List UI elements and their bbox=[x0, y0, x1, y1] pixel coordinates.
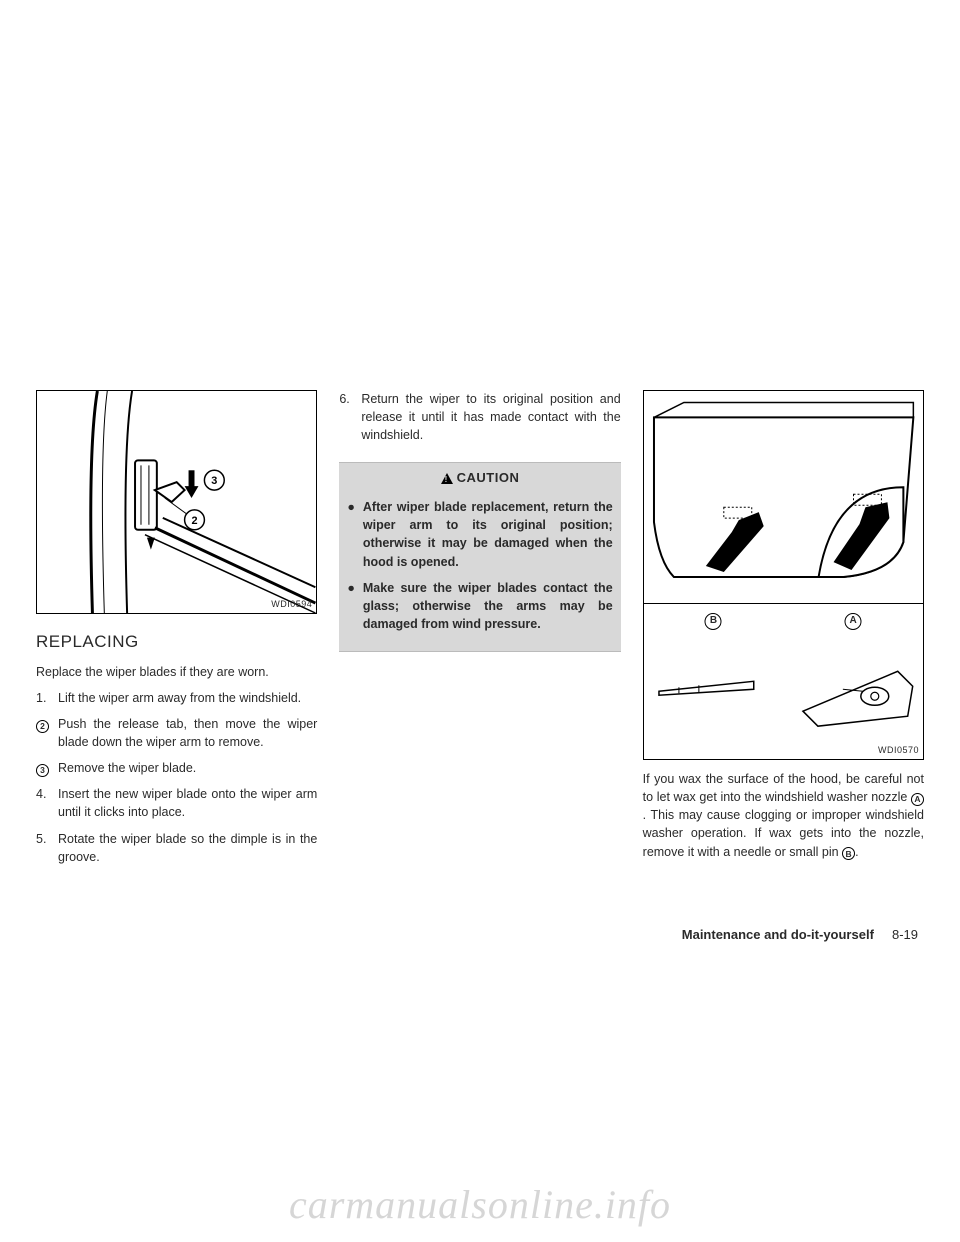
hood-wax-paragraph: If you wax the surface of the hood, be c… bbox=[643, 770, 924, 861]
step-2: 2 Push the release tab, then move the wi… bbox=[36, 715, 317, 751]
step-marker: 3 bbox=[36, 759, 50, 777]
para-part: If you wax the surface of the hood, be c… bbox=[643, 772, 924, 804]
column-3: B A bbox=[643, 390, 924, 962]
section-heading-replacing: REPLACING bbox=[36, 630, 317, 655]
inline-ref-b: B bbox=[842, 847, 855, 860]
figure-lower-right: A bbox=[783, 604, 923, 759]
para-part: . This may cause clogging or improper wi… bbox=[643, 808, 924, 858]
footer-section: Maintenance and do-it-yourself bbox=[682, 927, 874, 942]
step-text: Push the release tab, then move the wipe… bbox=[58, 715, 317, 751]
page-footer: Maintenance and do-it-yourself 8-19 bbox=[682, 927, 918, 942]
step-marker: 4. bbox=[36, 785, 50, 821]
step-text: Rotate the wiper blade so the dimple is … bbox=[58, 830, 317, 866]
figure-code: WDI0570 bbox=[878, 744, 919, 757]
caution-text: Make sure the wiper blades contact the g… bbox=[363, 579, 613, 633]
svg-text:3: 3 bbox=[211, 475, 217, 487]
watermark: carmanualsonline.info bbox=[0, 1181, 960, 1228]
step-3: 3 Remove the wiper blade. bbox=[36, 759, 317, 777]
step-5: 5. Rotate the wiper blade so the dimple … bbox=[36, 830, 317, 866]
inline-ref-a: A bbox=[911, 793, 924, 806]
wiper-blade-illustration: 3 2 bbox=[37, 391, 316, 613]
figure-code: WDI0594 bbox=[271, 598, 312, 611]
column-2: 6. Return the wiper to its original posi… bbox=[339, 390, 620, 962]
figure-upper-panel bbox=[644, 391, 923, 604]
warning-icon bbox=[441, 473, 453, 484]
figure-wiper-blade: 3 2 WDI0594 bbox=[36, 390, 317, 614]
column-1: 3 2 WDI0594 REPLACING Replace the wiper … bbox=[36, 390, 317, 962]
steps-list: 1. Lift the wiper arm away from the wind… bbox=[36, 689, 317, 874]
para-part: . bbox=[855, 845, 858, 859]
figure-lower-left: B bbox=[644, 604, 784, 759]
caution-title: CAUTION bbox=[457, 469, 520, 488]
step-1: 1. Lift the wiper arm away from the wind… bbox=[36, 689, 317, 707]
step-6: 6. Return the wiper to its original posi… bbox=[339, 390, 620, 444]
caution-item: ● Make sure the wiper blades contact the… bbox=[347, 579, 612, 633]
footer-page: 8-19 bbox=[892, 927, 918, 942]
step-text: Lift the wiper arm away from the windshi… bbox=[58, 689, 301, 707]
label-b: B bbox=[705, 613, 722, 630]
hood-illustration bbox=[644, 391, 923, 603]
step-marker: 6. bbox=[339, 390, 353, 444]
step-marker: 2 bbox=[36, 715, 50, 751]
steps-list-continued: 6. Return the wiper to its original posi… bbox=[339, 390, 620, 452]
figure-hood-nozzle: B A bbox=[643, 390, 924, 760]
figure-lower-panel: B A bbox=[644, 604, 923, 759]
caution-box: CAUTION ● After wiper blade replacement,… bbox=[339, 462, 620, 652]
step-text: Remove the wiper blade. bbox=[58, 759, 196, 777]
intro-text: Replace the wiper blades if they are wor… bbox=[36, 663, 317, 681]
caution-text: After wiper blade replacement, return th… bbox=[363, 498, 613, 571]
step-marker: 1. bbox=[36, 689, 50, 707]
bullet-icon: ● bbox=[347, 498, 355, 571]
step-marker: 5. bbox=[36, 830, 50, 866]
bullet-icon: ● bbox=[347, 579, 355, 633]
step-4: 4. Insert the new wiper blade onto the w… bbox=[36, 785, 317, 821]
caution-list: ● After wiper blade replacement, return … bbox=[339, 494, 620, 651]
page-content: 3 2 WDI0594 REPLACING Replace the wiper … bbox=[36, 390, 924, 962]
step-text: Insert the new wiper blade onto the wipe… bbox=[58, 785, 317, 821]
caution-item: ● After wiper blade replacement, return … bbox=[347, 498, 612, 571]
step-text: Return the wiper to its original positio… bbox=[361, 390, 620, 444]
caution-header: CAUTION bbox=[339, 463, 620, 494]
svg-text:2: 2 bbox=[191, 515, 197, 527]
label-a: A bbox=[845, 613, 862, 630]
